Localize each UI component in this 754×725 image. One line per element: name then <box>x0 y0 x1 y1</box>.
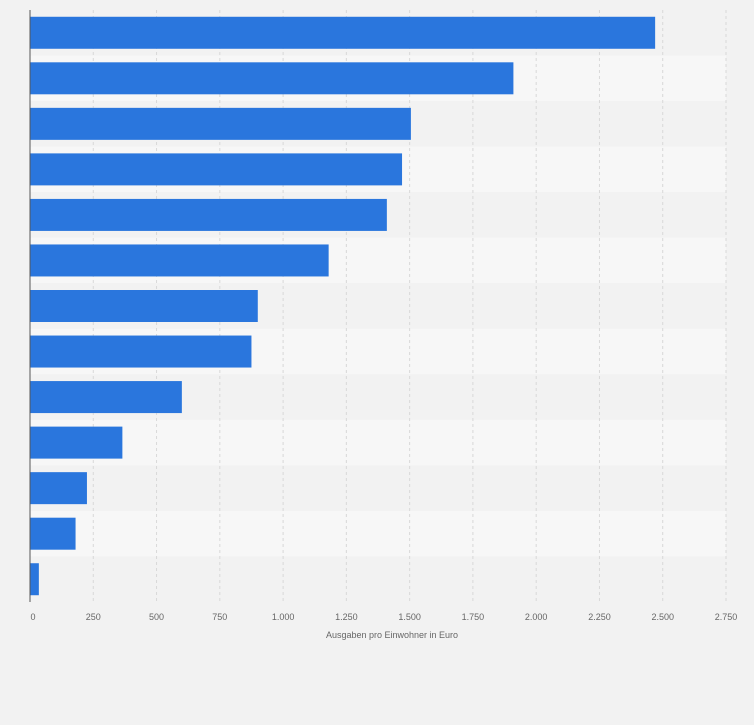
x-tick-label: 0 <box>30 612 35 622</box>
x-tick-label: 250 <box>86 612 101 622</box>
row-band <box>30 556 726 602</box>
x-tick-label: 1.000 <box>272 612 295 622</box>
bar <box>30 381 182 414</box>
bar <box>30 563 39 596</box>
bar <box>30 426 123 459</box>
x-tick-label: 500 <box>149 612 164 622</box>
bar <box>30 472 87 505</box>
bar <box>30 107 411 140</box>
x-tick-label: 1.750 <box>462 612 485 622</box>
x-tick-label: 2.250 <box>588 612 611 622</box>
x-axis-label: Ausgaben pro Einwohner in Euro <box>326 630 458 640</box>
bar <box>30 517 76 550</box>
bar <box>30 62 514 95</box>
bar <box>30 244 329 277</box>
x-tick-label: 1.500 <box>398 612 421 622</box>
bar <box>30 290 258 322</box>
bar <box>30 16 656 49</box>
bar <box>30 335 252 368</box>
bar <box>30 153 403 186</box>
x-tick-label: 2.500 <box>651 612 674 622</box>
x-tick-label: 1.250 <box>335 612 358 622</box>
x-tick-label: 750 <box>212 612 227 622</box>
x-tick-label: 2.000 <box>525 612 548 622</box>
bar <box>30 198 387 231</box>
x-tick-labels: 0 250 500 750 1.000 1.250 1.500 1.750 2.000 2.250… <box>30 612 737 622</box>
bars <box>30 16 656 596</box>
row-band <box>30 465 726 511</box>
row-band <box>30 510 726 557</box>
row-band <box>30 419 726 466</box>
x-tick-label: 2.750 <box>715 612 738 622</box>
